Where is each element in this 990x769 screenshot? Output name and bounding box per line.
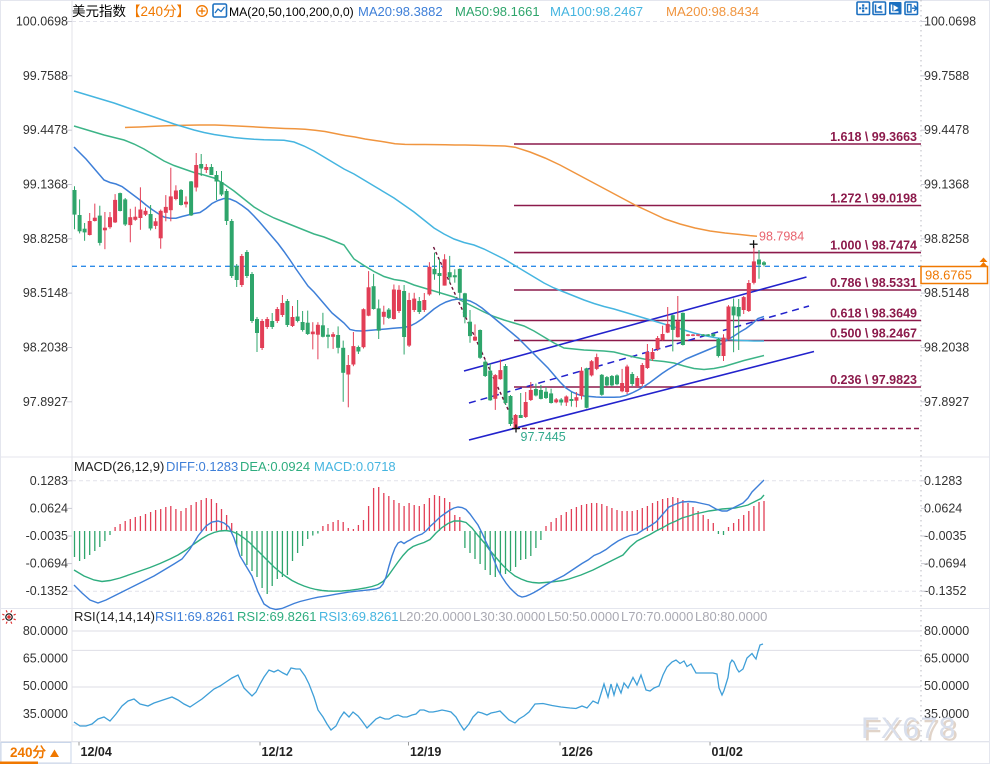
svg-text:FX678: FX678 <box>864 715 960 748</box>
svg-text:美元指数: 美元指数 <box>72 4 126 19</box>
svg-text:98.5148: 98.5148 <box>924 286 969 300</box>
svg-text:99.7588: 99.7588 <box>924 69 969 83</box>
svg-text:80.0000: 80.0000 <box>924 624 969 638</box>
svg-text:97.7445: 97.7445 <box>521 430 566 444</box>
svg-text:100.0698: 100.0698 <box>924 15 976 29</box>
svg-text:-0.0694: -0.0694 <box>924 557 966 571</box>
svg-text:1.000 \ 98.7474: 1.000 \ 98.7474 <box>830 239 917 253</box>
svg-text:-0.0694: -0.0694 <box>26 557 68 571</box>
svg-text:L70:70.0000: L70:70.0000 <box>621 609 693 624</box>
svg-text:99.4478: 99.4478 <box>23 123 68 137</box>
svg-text:65.0000: 65.0000 <box>23 652 68 666</box>
svg-text:RSI1:69.8261: RSI1:69.8261 <box>155 609 235 624</box>
svg-text:100.0698: 100.0698 <box>16 15 68 29</box>
svg-text:MA200:98.8434: MA200:98.8434 <box>666 4 759 19</box>
svg-text:12/12: 12/12 <box>262 745 293 759</box>
svg-text:0.0624: 0.0624 <box>30 501 68 515</box>
svg-text:98.6765: 98.6765 <box>925 268 972 283</box>
svg-text:FX678: FX678 <box>861 712 957 745</box>
svg-text:MA(20,50,100,200,0,0): MA(20,50,100,200,0,0) <box>229 5 354 19</box>
svg-text:35.0000: 35.0000 <box>23 707 68 721</box>
svg-text:1.272 \ 99.0198: 1.272 \ 99.0198 <box>830 192 917 206</box>
svg-text:50.0000: 50.0000 <box>924 679 969 693</box>
svg-text:1.618 \ 99.3663: 1.618 \ 99.3663 <box>830 130 917 144</box>
svg-text:-0.0035: -0.0035 <box>26 529 68 543</box>
svg-text:0.786 \ 98.5331: 0.786 \ 98.5331 <box>830 276 917 290</box>
svg-text:-0.1352: -0.1352 <box>924 584 966 598</box>
svg-text:0.618 \ 98.3649: 0.618 \ 98.3649 <box>830 307 917 321</box>
svg-text:0.236 \ 97.9823: 0.236 \ 97.9823 <box>830 373 917 387</box>
svg-text:98.7984: 98.7984 <box>759 230 804 244</box>
svg-text:MA100:98.2467: MA100:98.2467 <box>550 4 643 19</box>
svg-text:50.0000: 50.0000 <box>23 679 68 693</box>
svg-text:L20:20.0000: L20:20.0000 <box>399 609 471 624</box>
svg-text:-0.0035: -0.0035 <box>924 529 966 543</box>
svg-text:80.0000: 80.0000 <box>23 624 68 638</box>
svg-text:98.5148: 98.5148 <box>23 286 68 300</box>
svg-text:0.0624: 0.0624 <box>924 501 962 515</box>
svg-text:12/26: 12/26 <box>562 745 593 759</box>
svg-text:MA50:98.1661: MA50:98.1661 <box>455 4 540 19</box>
svg-text:0.1283: 0.1283 <box>30 474 68 488</box>
svg-text:97.8927: 97.8927 <box>924 395 969 409</box>
svg-text:【240分】: 【240分】 <box>127 4 190 19</box>
svg-text:MA20:98.3882: MA20:98.3882 <box>358 4 443 19</box>
svg-text:99.1368: 99.1368 <box>23 178 68 192</box>
svg-text:99.1368: 99.1368 <box>924 178 969 192</box>
svg-text:12/19: 12/19 <box>410 745 441 759</box>
svg-text:MACD(26,12,9): MACD(26,12,9) <box>74 459 164 474</box>
svg-text:L30:30.0000: L30:30.0000 <box>473 609 545 624</box>
svg-text:-0.1352: -0.1352 <box>26 584 68 598</box>
svg-text:RSI2:69.8261: RSI2:69.8261 <box>237 609 317 624</box>
svg-text:99.7588: 99.7588 <box>23 69 68 83</box>
svg-text:98.8258: 98.8258 <box>23 232 68 246</box>
svg-text:99.4478: 99.4478 <box>924 123 969 137</box>
svg-text:DIFF:0.1283: DIFF:0.1283 <box>166 459 238 474</box>
svg-text:RSI3:69.8261: RSI3:69.8261 <box>319 609 399 624</box>
svg-text:L80:80.0000: L80:80.0000 <box>695 609 767 624</box>
svg-text:240分: 240分 <box>10 745 47 760</box>
svg-text:98.2038: 98.2038 <box>924 341 969 355</box>
svg-text:65.0000: 65.0000 <box>924 652 969 666</box>
svg-text:DEA:0.0924: DEA:0.0924 <box>240 459 310 474</box>
svg-text:0.500 \ 98.2467: 0.500 \ 98.2467 <box>830 327 917 341</box>
svg-text:01/02: 01/02 <box>712 745 743 759</box>
svg-text:12/04: 12/04 <box>81 745 112 759</box>
svg-text:0.1283: 0.1283 <box>924 474 962 488</box>
svg-text:98.8258: 98.8258 <box>924 232 969 246</box>
svg-text:98.2038: 98.2038 <box>23 341 68 355</box>
svg-text:L50:50.0000: L50:50.0000 <box>547 609 619 624</box>
svg-text:MACD:0.0718: MACD:0.0718 <box>314 459 396 474</box>
svg-text:RSI(14,14,14): RSI(14,14,14) <box>74 609 155 624</box>
svg-text:97.8927: 97.8927 <box>23 395 68 409</box>
svg-text:35.0000: 35.0000 <box>924 707 969 721</box>
